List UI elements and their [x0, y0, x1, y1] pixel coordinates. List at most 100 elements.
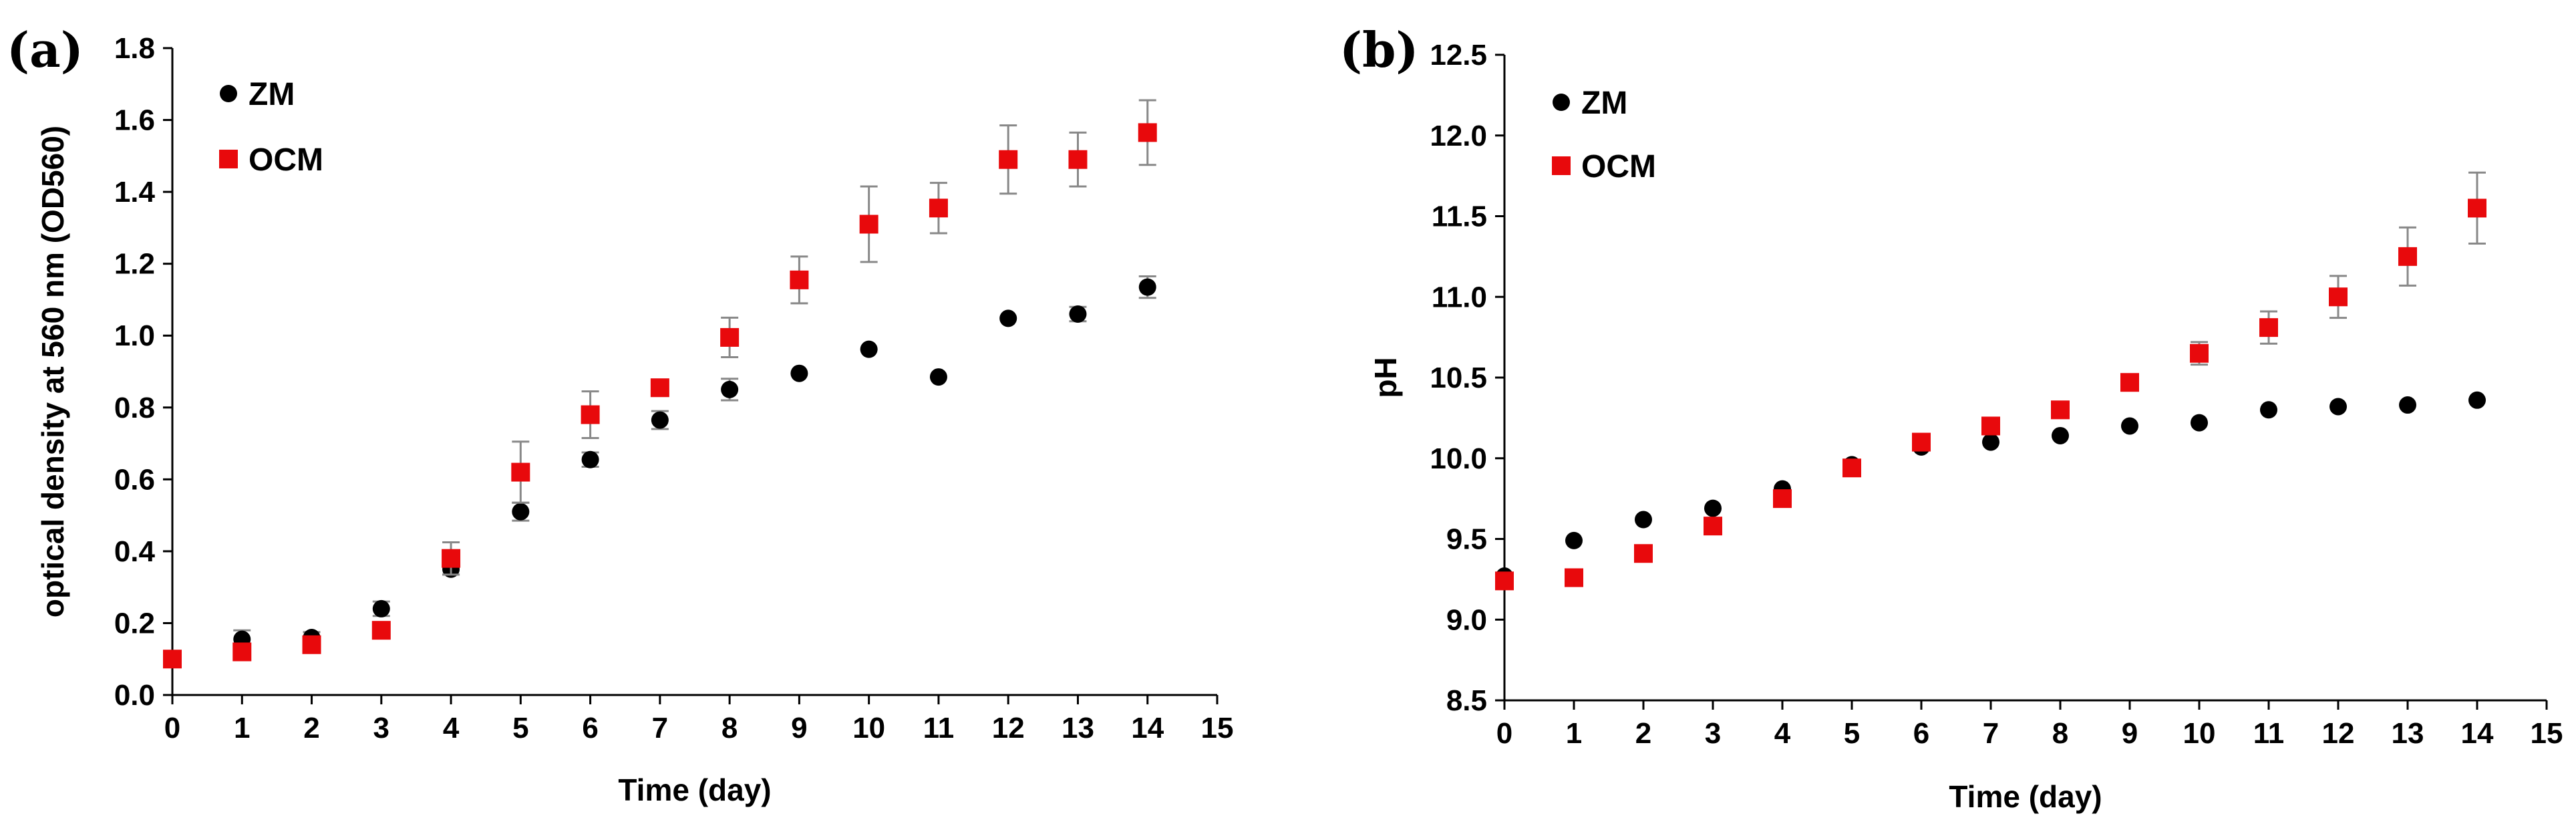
zm-point [2121, 417, 2138, 435]
ocm-point [790, 270, 809, 289]
y-tick-label: 11.0 [1432, 281, 1487, 313]
ocm-point [999, 150, 1018, 169]
y-tick-label: 12.5 [1430, 39, 1487, 72]
zm-point [721, 380, 739, 398]
x-tick-label: 13 [1062, 712, 1094, 744]
zm-point [2260, 401, 2277, 419]
y-tick-label: 0.0 [114, 679, 155, 712]
zm-point [2399, 396, 2416, 414]
ocm-point [442, 549, 461, 568]
ocm-point [720, 327, 740, 347]
ocm-point [1138, 123, 1157, 142]
zm-point [2468, 391, 2486, 409]
ocm-point [371, 621, 391, 640]
x-tick-label: 11 [2253, 717, 2285, 750]
x-tick-label: 13 [2392, 717, 2424, 750]
ocm-point [163, 650, 182, 669]
legend-ocm-marker [1552, 156, 1571, 175]
zm-point [1982, 433, 1999, 451]
x-tick-label: 11 [923, 712, 955, 744]
x-tick-label: 10 [852, 712, 885, 744]
legend-zm-label: ZM [249, 77, 295, 112]
x-tick-label: 4 [1774, 717, 1791, 750]
x-tick-label: 15 [1201, 712, 1234, 744]
legend-ocm-marker [219, 150, 238, 168]
y-tick-label: 10.0 [1430, 442, 1487, 475]
y-tick-label: 0.2 [114, 607, 155, 640]
ocm-point [1495, 571, 1514, 591]
ocm-point [2259, 318, 2278, 337]
zm-point [790, 364, 808, 382]
x-axis-title: Time (day) [1949, 779, 2102, 814]
y-tick-label: 12.0 [1430, 120, 1487, 152]
ocm-point [1773, 489, 1792, 509]
legend-ocm-label: OCM [249, 142, 323, 178]
ocm-point [859, 215, 878, 234]
y-tick-label: 9.0 [1446, 603, 1487, 636]
x-tick-label: 14 [2461, 717, 2494, 750]
zm-point [372, 599, 390, 617]
x-tick-label: 0 [164, 712, 180, 744]
x-tick-label: 12 [992, 712, 1025, 744]
y-tick-label: 1.4 [114, 176, 156, 208]
ocm-point [2190, 343, 2209, 363]
x-tick-label: 12 [2322, 717, 2355, 750]
y-axis-title: pH [1368, 357, 1403, 398]
x-tick-label: 6 [582, 712, 598, 744]
panel-b: (b)0 1 2 3 4 5 6 7 8 9 10 11 12 13 14 158.59.09.510.010… [1339, 21, 2563, 814]
x-tick-label: 15 [2531, 717, 2563, 750]
x-tick-label: 10 [2183, 717, 2216, 750]
zm-point [2191, 414, 2208, 432]
y-tick-label: 9.5 [1446, 523, 1487, 556]
ocm-point [650, 378, 669, 398]
ocm-point [1981, 416, 2000, 436]
ocm-point [2329, 287, 2348, 307]
x-tick-label: 4 [443, 712, 460, 744]
y-axis-title: optical density at 560 nm (OD560) [35, 126, 70, 617]
x-tick-label: 7 [652, 712, 668, 744]
ocm-point [2398, 247, 2417, 266]
zm-point [1704, 499, 1722, 517]
ocm-point [581, 405, 600, 424]
x-tick-label: 7 [1983, 717, 1999, 750]
x-axis-title: Time (day) [618, 773, 771, 807]
y-tick-label: 0.4 [114, 535, 156, 568]
zm-point [2052, 426, 2069, 444]
x-tick-label: 5 [512, 712, 528, 744]
x-tick-label: 3 [1705, 717, 1721, 750]
y-tick-label: 1.8 [114, 32, 155, 65]
x-tick-label: 8 [721, 712, 738, 744]
panel-label: (b) [1339, 21, 1418, 78]
x-tick-label: 9 [2122, 717, 2138, 750]
y-tick-label: 1.2 [114, 248, 155, 281]
ocm-point [1842, 458, 1861, 478]
zm-point [1635, 511, 1652, 529]
panel-a: (a)0 1 2 3 4 5 6 7 8 9 10 11 12 13 14 150.00.20.40.60.8… [7, 21, 1233, 807]
zm-point [651, 411, 669, 429]
x-tick-label: 6 [1913, 717, 1929, 750]
ocm-point [1634, 544, 1653, 563]
ocm-point [2120, 373, 2139, 392]
y-tick-label: 1.0 [114, 319, 155, 352]
zm-point [860, 340, 878, 358]
legend-zm-marker [220, 85, 237, 102]
zm-point [1565, 531, 1583, 549]
ocm-point [1912, 432, 1931, 452]
ocm-point [2468, 198, 2486, 218]
legend-zm-marker [1553, 94, 1570, 111]
ocm-point [929, 198, 948, 218]
x-tick-label: 1 [1566, 717, 1582, 750]
zm-point [581, 450, 599, 468]
x-tick-label: 0 [1496, 717, 1512, 750]
ocm-point [302, 635, 321, 654]
zm-point [512, 503, 530, 521]
y-tick-label: 1.6 [114, 104, 155, 137]
y-tick-label: 8.5 [1446, 684, 1487, 717]
zm-point [2329, 398, 2347, 416]
ocm-point [232, 642, 252, 662]
x-tick-label: 2 [303, 712, 319, 744]
ocm-point [1565, 568, 1583, 587]
x-tick-label: 8 [2052, 717, 2068, 750]
zm-point [1138, 278, 1156, 296]
